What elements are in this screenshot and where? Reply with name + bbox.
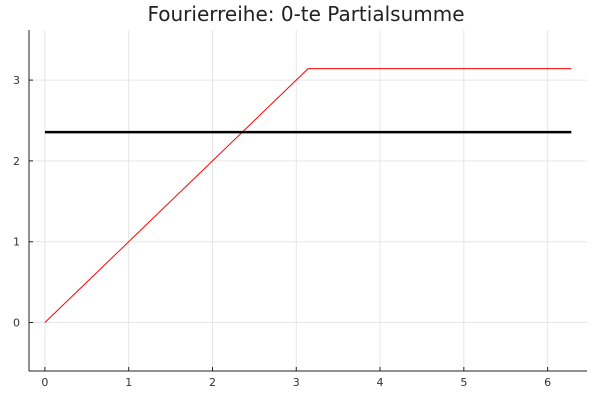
y-tick-label: 1 xyxy=(13,236,20,249)
chart-title: Fourierreihe: 0-te Partialsumme xyxy=(147,2,464,26)
series-layer xyxy=(44,68,572,323)
x-tick-label: 0 xyxy=(41,376,48,389)
x-tick-label: 6 xyxy=(544,376,551,389)
y-tick-label: 2 xyxy=(13,155,20,168)
x-tick-label: 5 xyxy=(460,376,467,389)
x-tick-label: 4 xyxy=(377,376,384,389)
tick-labels: 0 1 2 3 4 5 6 0 1 2 3 xyxy=(13,74,551,389)
x-tick-label: 3 xyxy=(293,376,300,389)
x-tick-label: 1 xyxy=(125,376,132,389)
y-tick-label: 0 xyxy=(13,317,20,330)
grid xyxy=(29,30,587,371)
series-line-1 xyxy=(44,68,572,323)
y-tick-label: 3 xyxy=(13,74,20,87)
x-tick-label: 2 xyxy=(209,376,216,389)
axes xyxy=(28,30,587,372)
